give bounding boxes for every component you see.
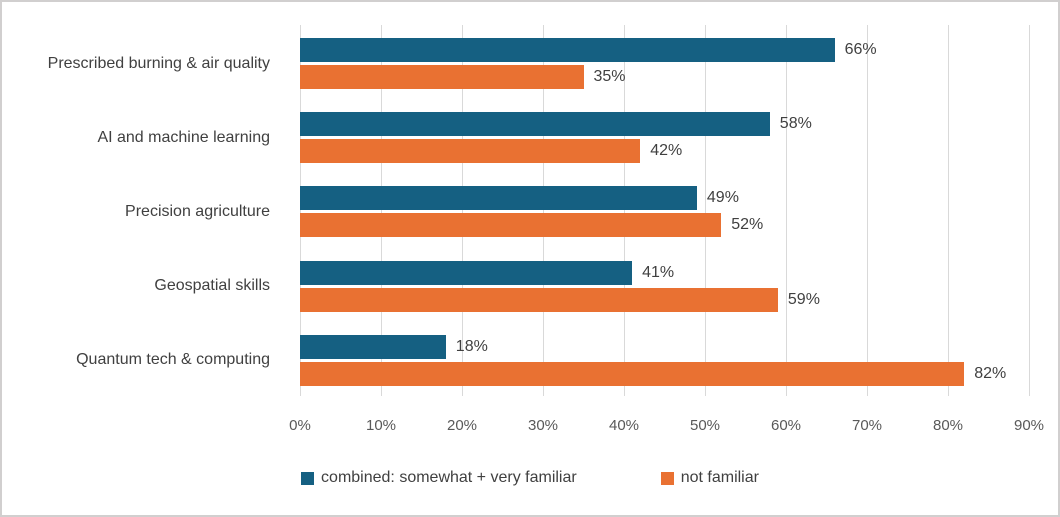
axis-tick-label: 0% [289,417,311,434]
bar-series-2 [300,139,641,164]
category-label: AI and machine learning [97,128,270,146]
legend-swatch-icon [301,471,315,485]
plot-area: 66% 35% 58% 42% 49% 52% 41% 59% 18% 82% [300,25,1030,396]
axis-tick-label: 70% [851,417,883,434]
data-label: 41% [642,263,675,281]
bar-series-2 [300,213,722,238]
data-label: 66% [844,41,877,58]
gridline [543,25,544,396]
category-axis: Prescribed burning & air quality AI and m… [2,25,285,396]
gridline [786,25,787,396]
data-label: 35% [593,68,626,85]
axis-tick-label: 60% [770,417,802,434]
legend-label: not familiar [680,469,759,486]
category-label: Geospatial skills [154,277,270,295]
bar-series-1 [300,260,633,285]
bar-series-2 [300,361,965,386]
bar-series-2 [300,287,778,312]
legend: combined: somewhat + very familiar not fa… [2,468,1058,488]
axis-tick-label: 20% [446,417,478,434]
category-label: Quantum tech & computing [76,351,270,369]
legend-item: not familiar [660,468,759,488]
legend-item: combined: somewhat + very familiar [301,468,577,488]
legend-swatch-icon [660,471,674,485]
bar-series-1 [300,38,835,62]
axis-tick-label: 40% [608,417,640,434]
bar-series-2 [300,65,584,89]
data-label: 49% [706,189,739,207]
data-label: 18% [455,337,488,355]
category-label: Prescribed burning & air quality [47,54,270,72]
data-label: 59% [787,290,820,308]
axis-tick-label: 90% [1013,417,1045,434]
data-label: 82% [974,364,1007,382]
gridline [300,25,301,396]
data-label: 58% [779,115,812,133]
gridline [867,25,868,396]
gridline [462,25,463,396]
data-label: 52% [731,216,764,234]
gridline [948,25,949,396]
gridline [705,25,706,396]
axis-tick-label: 80% [932,417,964,434]
data-label: 42% [650,142,683,160]
axis-tick-label: 30% [527,417,559,434]
gridline [624,25,625,396]
legend-label: combined: somewhat + very familiar [321,469,577,486]
value-axis: 0% 10% 20% 30% 40% 50% 60% 70% 80% 90% [289,415,1044,437]
gridline [381,25,382,396]
bar-series-1 [300,334,446,359]
bar-series-1 [300,112,770,137]
bar-series-1 [300,186,697,211]
axis-tick-label: 50% [689,417,721,434]
gridline [1029,25,1030,396]
category-label: Precision agriculture [125,202,270,220]
axis-tick-label: 10% [365,417,397,434]
